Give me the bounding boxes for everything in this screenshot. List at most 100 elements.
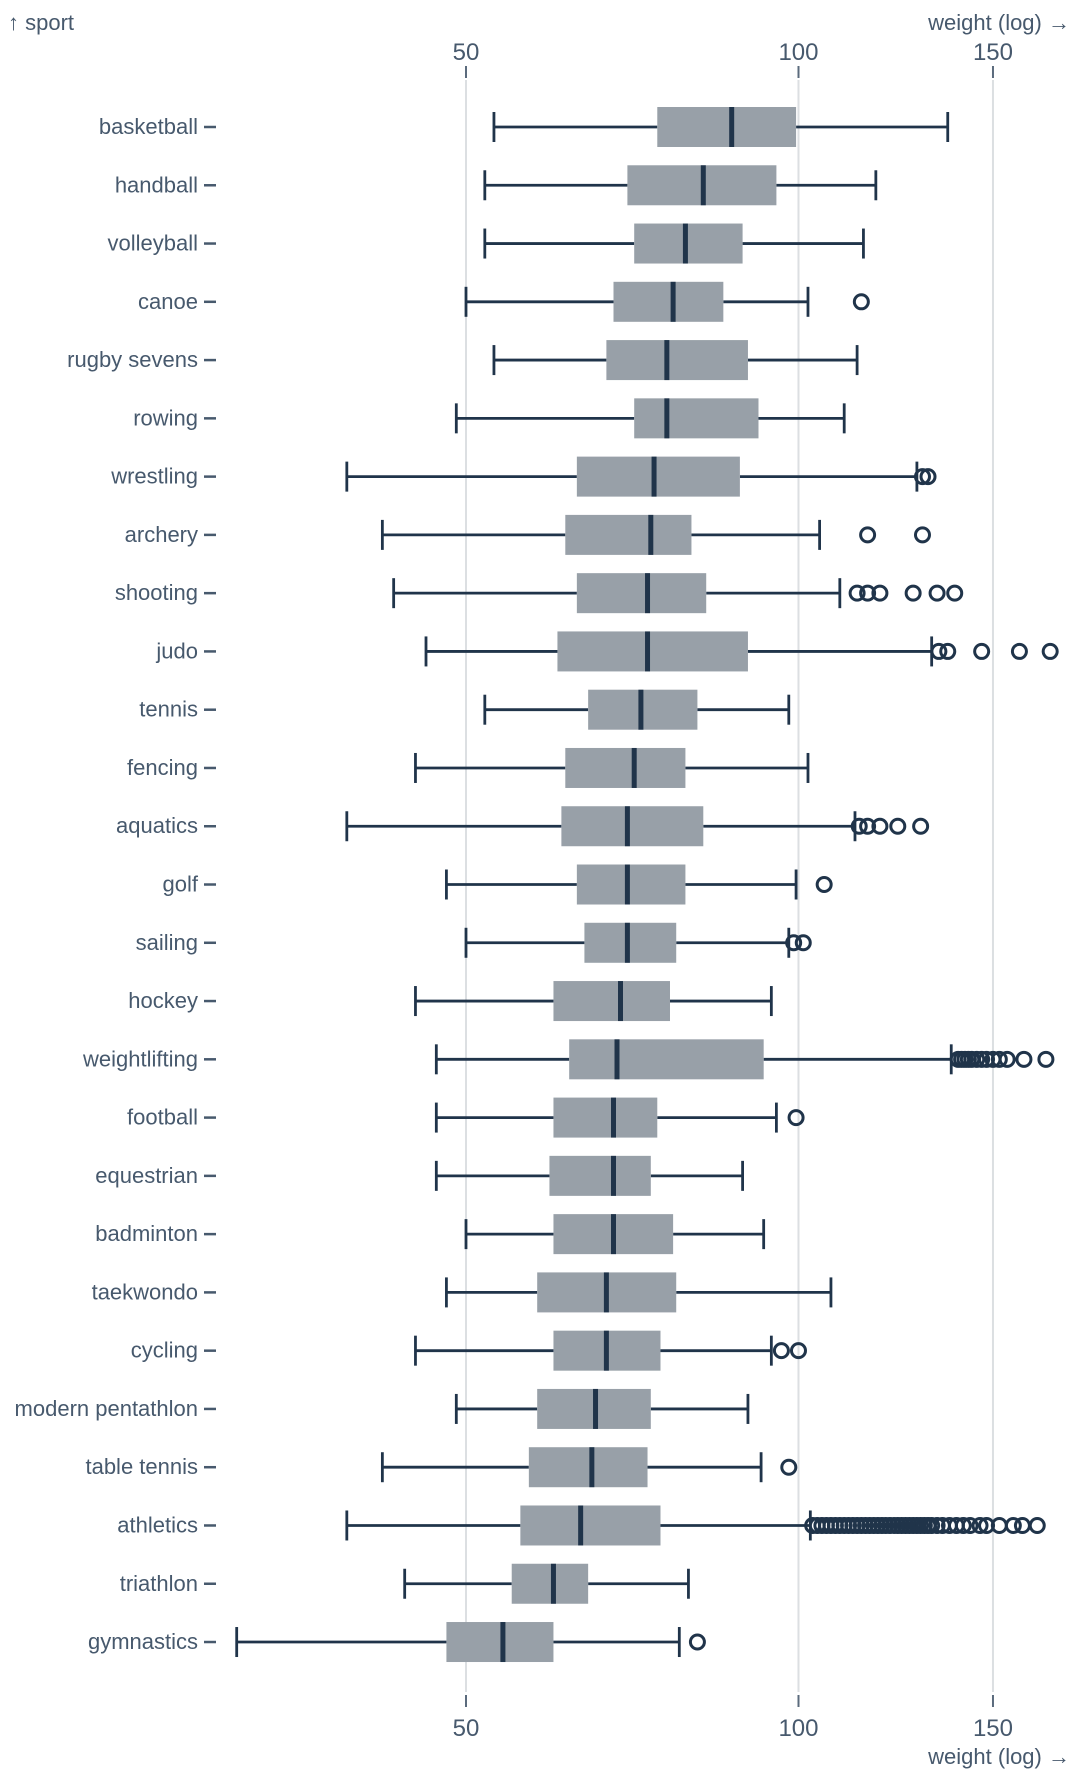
outlier-point bbox=[1041, 642, 1059, 660]
boxplot-row-shooting: shooting bbox=[115, 573, 964, 614]
boxplot-row-sailing: sailing bbox=[136, 922, 812, 963]
outlier-point bbox=[954, 1516, 972, 1534]
boxplot-row-archery: archery bbox=[125, 514, 931, 555]
boxplot-row-basketball: basketball bbox=[99, 107, 950, 147]
outlier-point bbox=[1004, 1516, 1022, 1534]
outlier-point bbox=[859, 584, 877, 602]
x-axis-top-tick-label-100: 100 bbox=[778, 39, 818, 66]
outlier-point bbox=[794, 934, 812, 952]
y-axis-title: ↑ sport bbox=[8, 10, 74, 35]
outlier-point bbox=[859, 817, 877, 835]
iqr-box bbox=[584, 922, 677, 963]
sport-label: triathlon bbox=[120, 1571, 198, 1596]
sport-label: football bbox=[127, 1105, 198, 1130]
iqr-box bbox=[576, 456, 740, 497]
outlier-point bbox=[785, 934, 803, 952]
sport-label: rowing bbox=[133, 405, 198, 430]
sport-label: fencing bbox=[127, 755, 198, 780]
iqr-box bbox=[528, 1447, 648, 1488]
boxplot-row-aquatics: aquatics bbox=[116, 806, 930, 847]
sport-label: shooting bbox=[115, 580, 198, 605]
outlier-point bbox=[919, 468, 937, 486]
outlier-point bbox=[971, 1516, 989, 1534]
x-axis-title-top: weight (log) → bbox=[927, 10, 1070, 35]
boxplot-row-badminton: badminton bbox=[95, 1214, 766, 1255]
outlier-point bbox=[772, 1342, 790, 1360]
boxplot-row-equestrian: equestrian bbox=[95, 1155, 744, 1196]
x-axis-bottom-tick-label-50: 50 bbox=[453, 1715, 480, 1742]
sport-label: volleyball bbox=[108, 231, 199, 256]
sport-label: athletics bbox=[117, 1512, 198, 1537]
boxplot-row-tennis: tennis bbox=[139, 689, 791, 730]
iqr-box bbox=[634, 398, 759, 439]
boxplot-row-rugby-sevens: rugby sevens bbox=[67, 340, 859, 381]
outlier-point bbox=[848, 584, 866, 602]
x-axis-bottom-tick-label-100: 100 bbox=[778, 1715, 818, 1742]
outlier-point bbox=[930, 642, 948, 660]
outlier-point bbox=[912, 817, 930, 835]
outlier-point bbox=[852, 293, 870, 311]
sport-label: archery bbox=[125, 522, 198, 547]
iqr-box bbox=[557, 631, 748, 672]
x-axis-top-tick-label-150: 150 bbox=[973, 39, 1013, 66]
outlier-point bbox=[973, 1050, 991, 1068]
boxplot-row-hockey: hockey bbox=[128, 981, 773, 1022]
sport-label: weightlifting bbox=[82, 1046, 198, 1071]
outlier-point bbox=[889, 817, 907, 835]
iqr-box bbox=[553, 1097, 658, 1138]
sport-label: judo bbox=[155, 638, 198, 663]
boxplot-row-athletics: athletics bbox=[117, 1505, 1046, 1546]
outlier-point bbox=[815, 876, 833, 894]
boxplot-row-football: football bbox=[127, 1097, 805, 1138]
outlier-point bbox=[859, 526, 877, 544]
sport-label: badminton bbox=[95, 1221, 198, 1246]
outlier-point bbox=[871, 817, 889, 835]
boxplot-row-handball: handball bbox=[115, 165, 878, 206]
outlier-point bbox=[1015, 1050, 1033, 1068]
boxplot-row-cycling: cycling bbox=[131, 1330, 807, 1371]
outlier-point bbox=[913, 526, 931, 544]
outlier-point bbox=[928, 584, 946, 602]
outlier-point bbox=[1037, 1050, 1055, 1068]
boxplot-row-canoe: canoe bbox=[138, 281, 870, 322]
boxplot-row-judo: judo bbox=[155, 631, 1059, 672]
iqr-box bbox=[606, 340, 748, 381]
sport-label: table tennis bbox=[85, 1454, 198, 1479]
boxplot-row-weightlifting: weightlifting bbox=[82, 1039, 1055, 1080]
iqr-box bbox=[565, 747, 686, 788]
boxplot-row-golf: golf bbox=[163, 864, 833, 905]
iqr-box bbox=[576, 573, 707, 614]
sport-label: basketball bbox=[99, 114, 198, 139]
sport-label: gymnastics bbox=[88, 1629, 198, 1654]
outlier-point bbox=[688, 1633, 706, 1651]
sport-label: taekwondo bbox=[92, 1279, 198, 1304]
outlier-point bbox=[850, 817, 868, 835]
outlier-point bbox=[973, 642, 991, 660]
iqr-box bbox=[569, 1039, 764, 1080]
sport-label: sailing bbox=[136, 930, 198, 955]
sport-label: rugby sevens bbox=[67, 347, 198, 372]
boxplot-row-triathlon: triathlon bbox=[120, 1563, 690, 1604]
sport-label: golf bbox=[163, 872, 199, 897]
outlier-point bbox=[998, 1050, 1016, 1068]
iqr-box bbox=[446, 1622, 554, 1663]
iqr-box bbox=[613, 281, 724, 322]
boxplot-row-taekwondo: taekwondo bbox=[92, 1272, 833, 1313]
sport-label: handball bbox=[115, 172, 198, 197]
outlier-point bbox=[1028, 1516, 1046, 1534]
outlier-point bbox=[923, 1516, 941, 1534]
outlier-point bbox=[780, 1458, 798, 1476]
outlier-point bbox=[968, 1050, 986, 1068]
sport-label: wrestling bbox=[110, 464, 198, 489]
sport-label: aquatics bbox=[116, 813, 198, 838]
outlier-point bbox=[961, 1516, 979, 1534]
boxplot-row-modern-pentathlon: modern pentathlon bbox=[15, 1388, 750, 1429]
sport-label: tennis bbox=[139, 697, 198, 722]
outlier-point bbox=[1013, 1516, 1031, 1534]
x-axis-bottom-tick-label-150: 150 bbox=[973, 1715, 1013, 1742]
iqr-box bbox=[561, 806, 704, 847]
outlier-point bbox=[871, 584, 889, 602]
boxplot-row-table-tennis: table tennis bbox=[85, 1447, 798, 1488]
